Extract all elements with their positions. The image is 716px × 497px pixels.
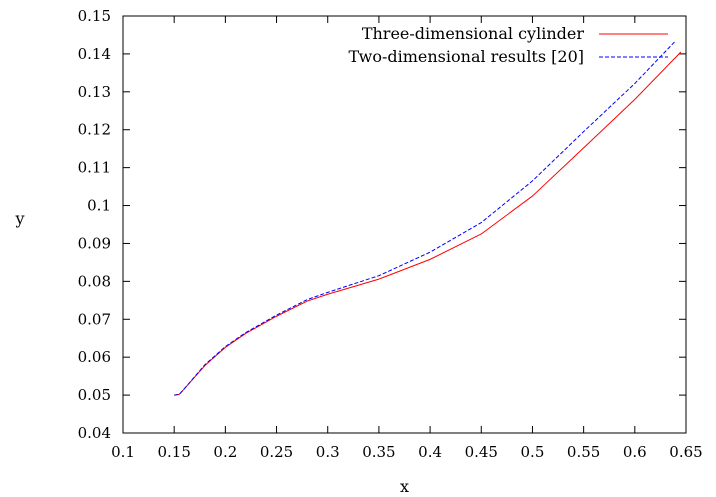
x-tick-label: 0.1 [111,443,135,461]
x-tick-label: 0.65 [669,443,702,461]
plot-frame [122,15,687,434]
y-tick-label: 0.1 [87,197,111,215]
x-tick-label: 0.25 [260,443,293,461]
y-tick-label: 0.15 [78,7,111,25]
x-tick-label: 0.15 [157,443,190,461]
y-tick-label: 0.12 [78,121,111,139]
tick-labels: 0.1 0.15 0.2 0.25 0.3 0.35 0.4 0.45 0.5 0.55 0.6 0.… [78,7,703,461]
y-axis-label: y [14,209,24,228]
series-line-three-dimensional [174,51,682,396]
y-tick-label: 0.07 [78,310,111,328]
y-tick-label: 0.13 [78,83,111,101]
x-tick-label: 0.55 [567,443,600,461]
y-tick-label: 0.05 [78,386,111,404]
y-tick-label: 0.06 [78,348,111,366]
legend: Three-dimensional cylinder Two-dimension… [349,24,668,66]
x-tick-label: 0.4 [418,443,442,461]
series-line-two-dimensional [174,40,677,396]
legend-label-two-dimensional: Two-dimensional results [20] [349,47,584,66]
series-lines [174,40,682,396]
x-tick-label: 0.2 [213,443,237,461]
y-tick-label: 0.08 [78,272,111,290]
y-tick-label: 0.11 [78,159,111,177]
x-axis-label: x [400,477,409,496]
y-tick-label: 0.09 [78,234,111,252]
ticks [122,15,687,434]
y-tick-label: 0.14 [78,45,111,63]
x-tick-label: 0.5 [521,443,545,461]
x-tick-label: 0.6 [623,443,647,461]
x-tick-label: 0.3 [316,443,340,461]
x-tick-label: 0.35 [362,443,395,461]
legend-label-three-dimensional: Three-dimensional cylinder [362,24,585,43]
x-tick-label: 0.45 [465,443,498,461]
y-tick-label: 0.04 [78,424,111,442]
